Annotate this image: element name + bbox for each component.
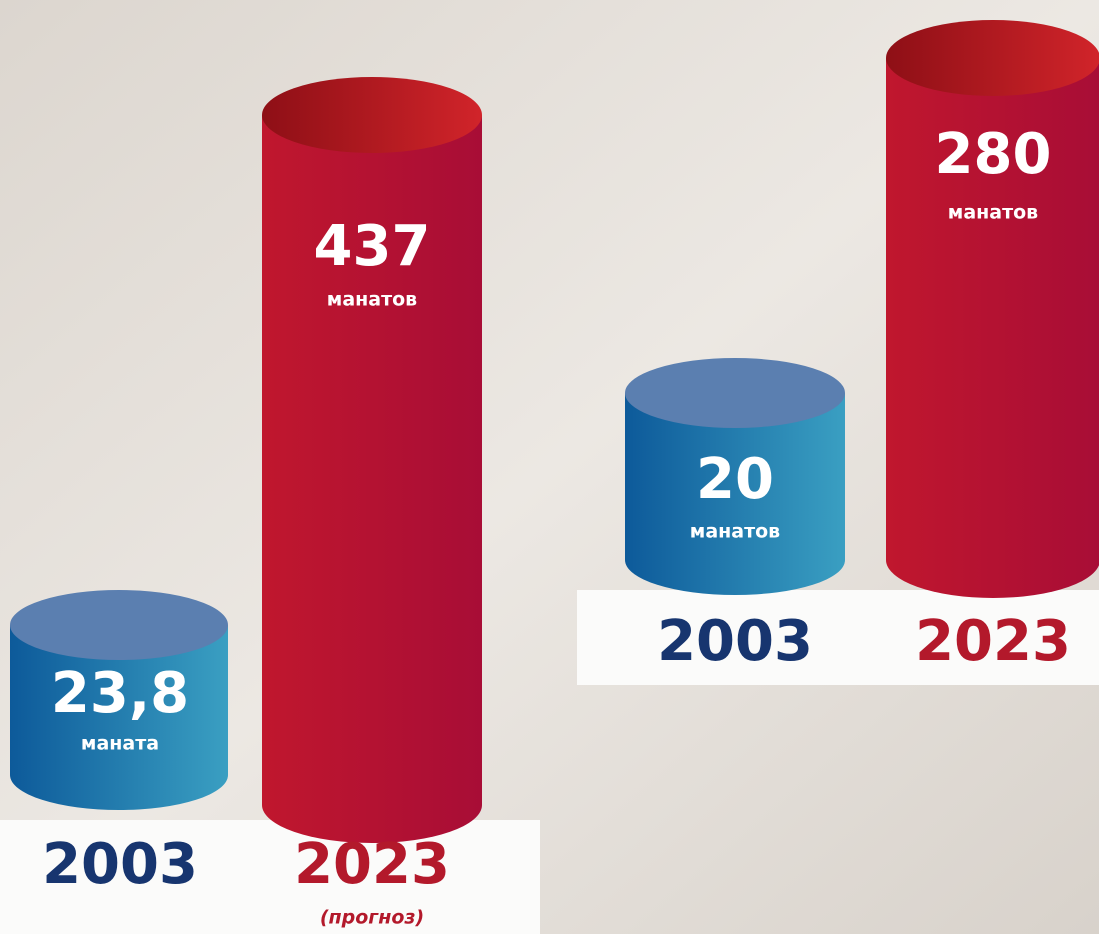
year-band — [577, 590, 1099, 685]
cylinder — [625, 358, 845, 595]
value: 280 — [935, 122, 1052, 187]
year: 2023 — [915, 609, 1071, 674]
cylinder — [10, 590, 228, 810]
unit: маната — [81, 733, 159, 755]
year: 2003 — [42, 832, 198, 897]
unit: манатов — [327, 289, 417, 311]
unit: манатов — [948, 202, 1038, 224]
cylinder — [262, 77, 482, 843]
note: (прогноз) — [320, 907, 424, 929]
cylinder — [886, 20, 1099, 598]
value: 20 — [696, 447, 774, 512]
unit: манатов — [690, 521, 780, 543]
value: 23,8 — [51, 661, 189, 726]
year: 2023 — [294, 832, 450, 897]
value: 437 — [314, 214, 431, 279]
year-band — [0, 820, 540, 934]
year: 2003 — [657, 609, 813, 674]
